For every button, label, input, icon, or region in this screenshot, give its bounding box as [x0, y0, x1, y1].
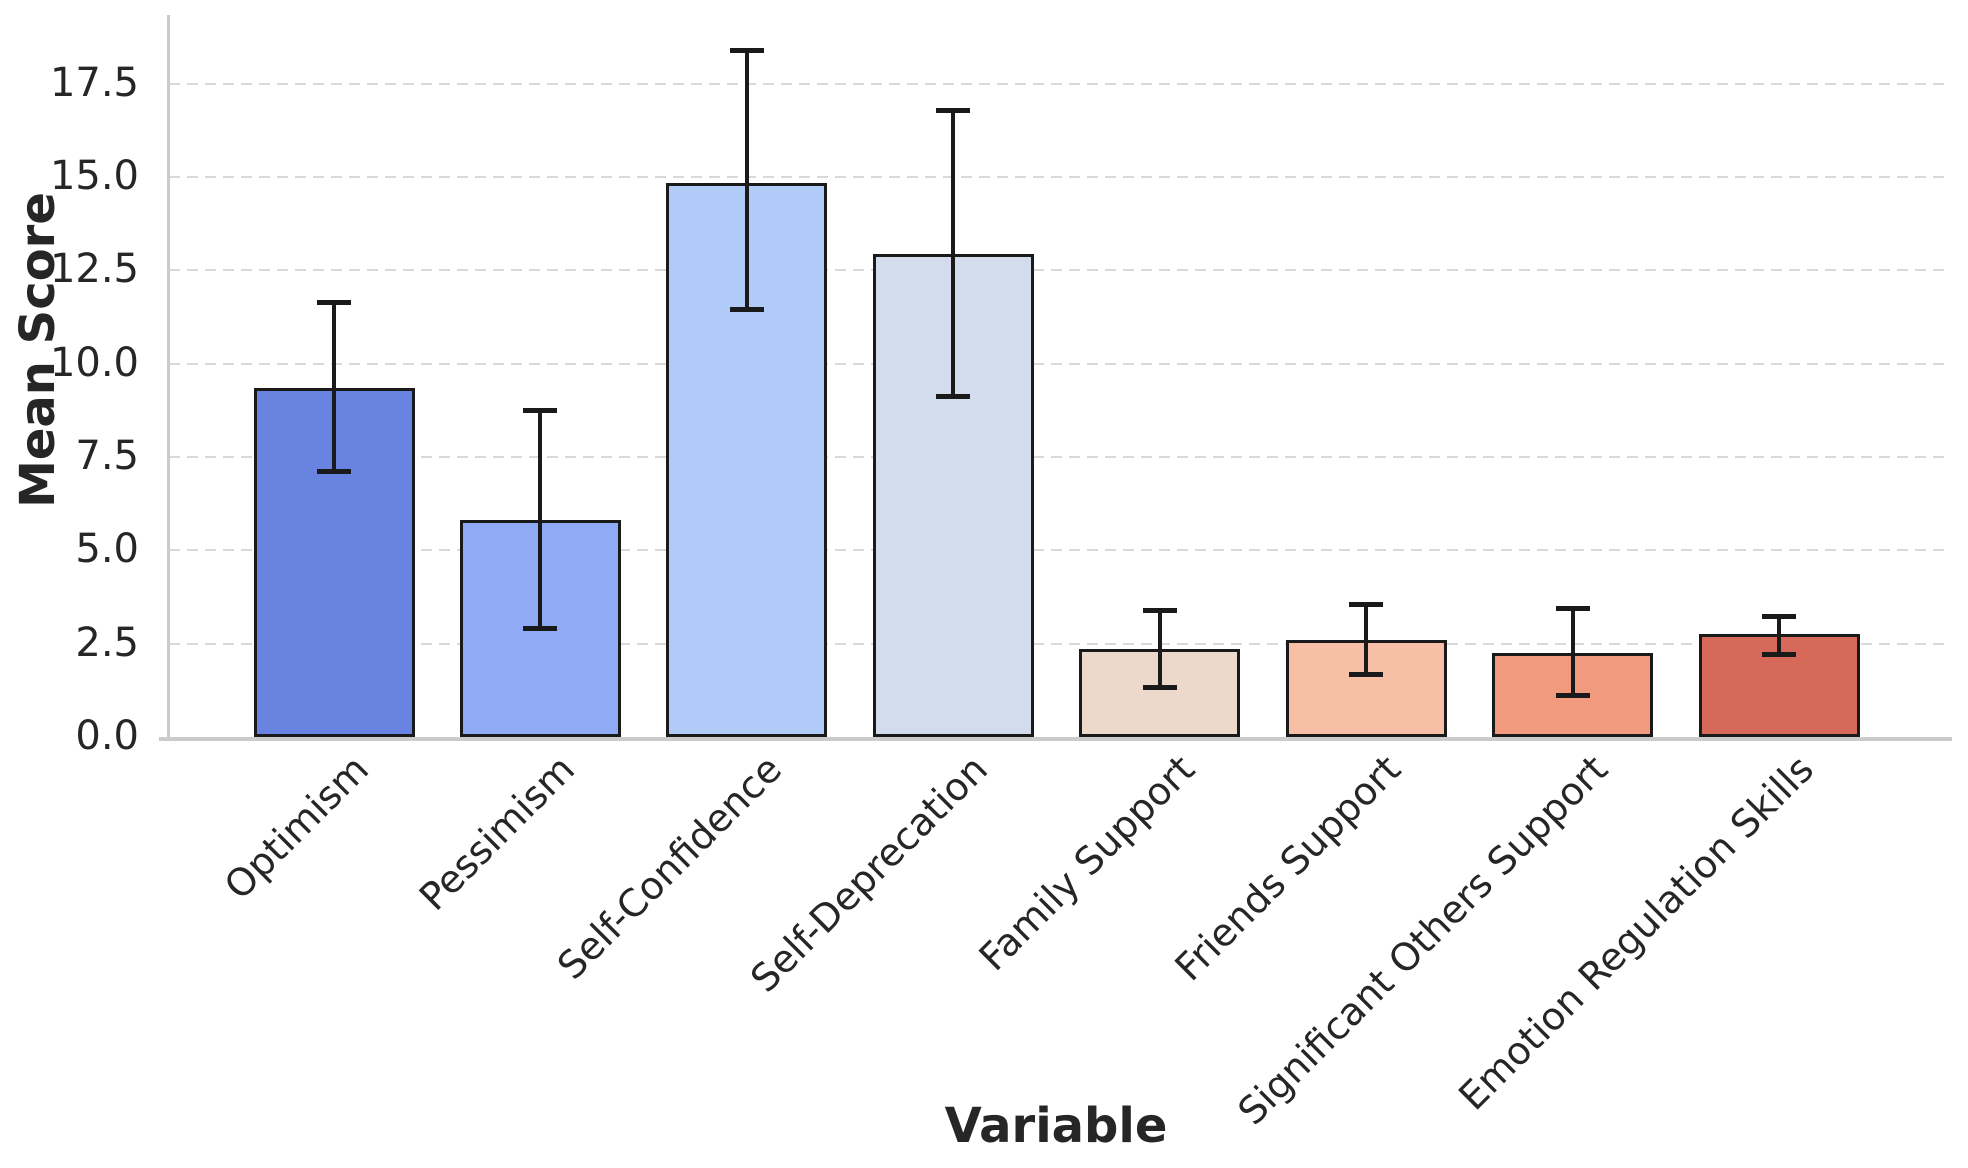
error-cap-bottom-family-support	[1142, 685, 1177, 691]
error-cap-top-emotion-regulation-skills	[1762, 613, 1796, 619]
error-bar-friends-support	[1364, 604, 1369, 676]
x-tick-label-friends-support: Friends Support	[1166, 746, 1410, 990]
x-tick-label-emotion-regulation-skills: Emotion Regulation Skills	[1450, 746, 1822, 1119]
gridline	[169, 176, 1944, 179]
error-cap-top-significant-others-support	[1555, 606, 1590, 612]
y-tick-label: 10.0	[49, 339, 139, 386]
x-tick-label-optimism: Optimism	[215, 746, 377, 909]
error-cap-bottom-self-confidence	[729, 306, 764, 312]
error-bar-self-deprecation	[951, 109, 956, 398]
gridline	[169, 82, 1944, 85]
y-tick-label: 5.0	[75, 526, 139, 573]
y-tick-label: 7.5	[75, 433, 139, 479]
error-cap-top-optimism	[317, 300, 351, 306]
gridline	[169, 456, 1944, 458]
x-axis-spine	[159, 737, 1952, 741]
gridline	[169, 642, 1944, 645]
error-cap-bottom-self-deprecation	[936, 394, 971, 400]
error-cap-bottom-emotion-regulation-skills	[1762, 651, 1796, 657]
error-cap-bottom-optimism	[317, 468, 351, 474]
error-bar-emotion-regulation-skills	[1777, 615, 1781, 655]
error-bar-pessimism	[538, 410, 543, 629]
x-tick-label-pessimism: Pessimism	[411, 746, 584, 920]
error-cap-top-self-confidence	[729, 48, 764, 54]
y-tick-label: 0.0	[75, 713, 139, 759]
error-bar-self-confidence	[744, 50, 749, 310]
plot-area: 0.0 2.5 5.0 7.5 10.0 12.5 15.0 17.5 Optimism Pess…	[50, 15, 1952, 1133]
gridline	[169, 362, 1944, 365]
error-cap-top-friends-support	[1349, 602, 1384, 608]
x-tick-label-self-deprecation: Self-Deprecation	[742, 746, 997, 1001]
y-tick-label: 2.5	[75, 619, 139, 666]
y-tick-label: 17.5	[49, 59, 139, 106]
error-cap-top-self-deprecation	[936, 107, 971, 113]
gridline	[169, 269, 1944, 272]
y-tick-label: 15.0	[49, 153, 139, 200]
y-tick-label: 12.5	[49, 246, 139, 293]
x-tick-label-family-support: Family Support	[970, 746, 1203, 980]
bar-self-deprecation	[872, 253, 1034, 737]
y-axis-spine	[167, 15, 170, 741]
bar-family-support	[1079, 649, 1241, 737]
error-cap-top-pessimism	[523, 408, 558, 414]
error-bar-significant-others-support	[1570, 608, 1575, 696]
x-tick-label-self-confidence: Self-Confidence	[548, 746, 790, 988]
error-cap-bottom-pessimism	[523, 625, 558, 631]
error-cap-bottom-friends-support	[1349, 672, 1384, 678]
error-bar-family-support	[1157, 610, 1162, 689]
error-cap-bottom-significant-others-support	[1555, 692, 1590, 698]
error-cap-top-family-support	[1142, 608, 1177, 614]
x-tick-label-significant-others-support: Significant Others Support	[1229, 746, 1616, 1134]
gridline	[169, 549, 1944, 552]
x-axis-title: Variable	[944, 1098, 1168, 1154]
error-bar-optimism	[332, 302, 336, 472]
